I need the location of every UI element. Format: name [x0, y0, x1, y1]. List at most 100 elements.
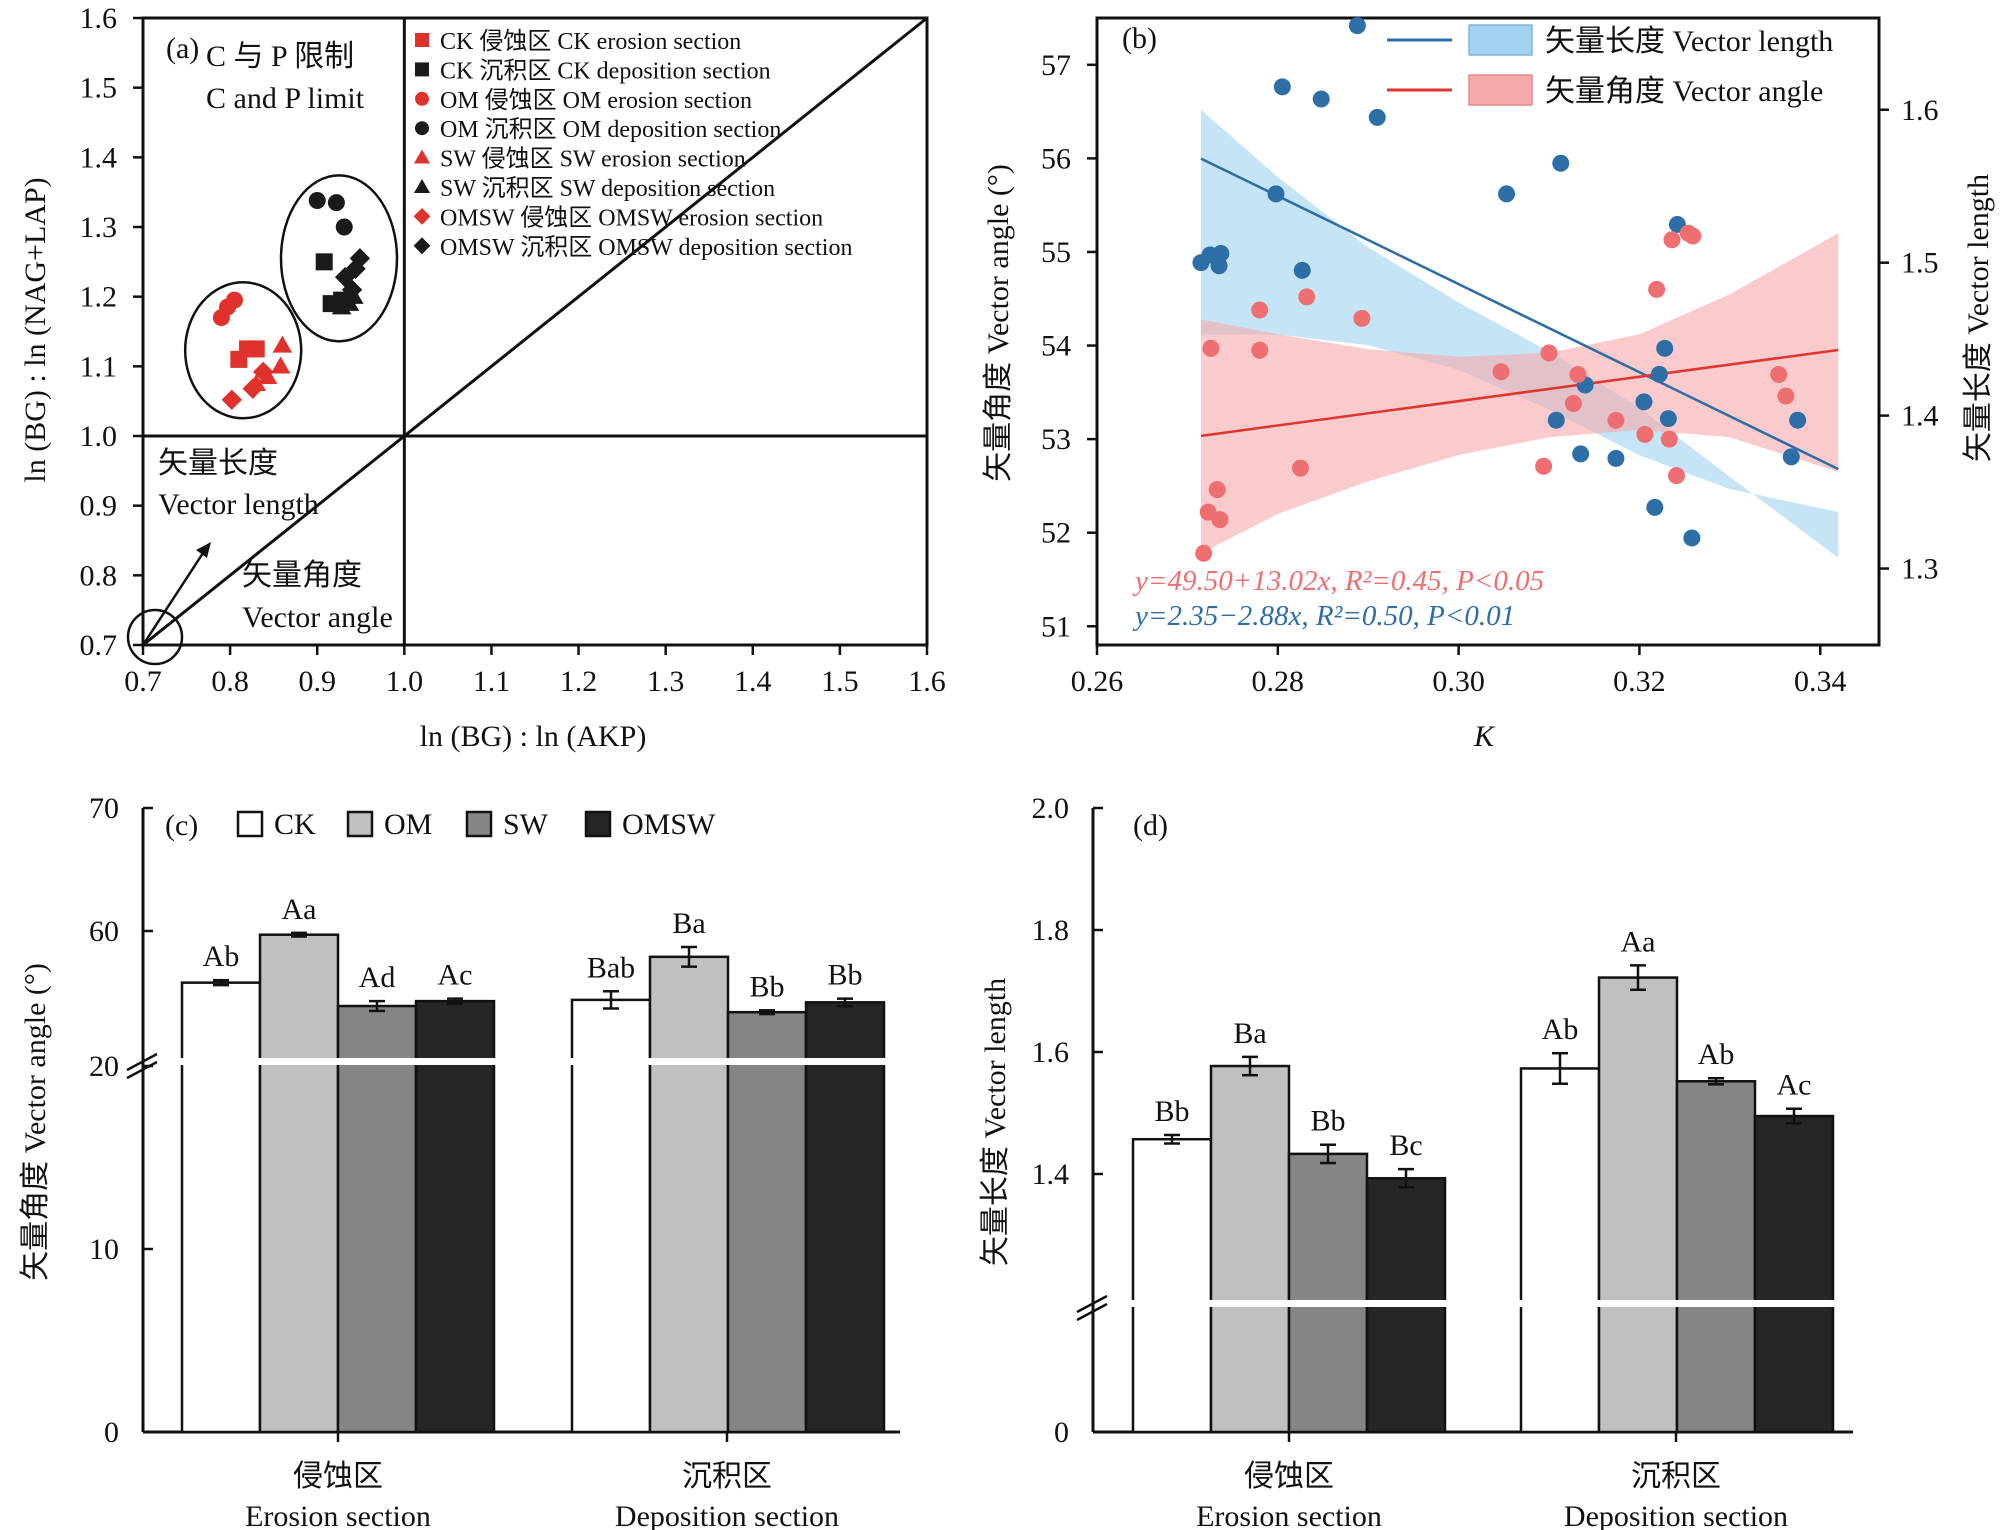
panel-c-significance-label: Bb: [749, 970, 784, 1003]
panel-b-length-point: [1552, 154, 1570, 172]
panel-a-vector-angle-zh: 矢量角度: [242, 559, 362, 592]
panel-b-angle-point: [1648, 280, 1666, 298]
panel-c-significance-label: Aa: [282, 893, 317, 926]
panel-b-angle-fit-line: [1200, 348, 1839, 438]
panel-b-length-point: [1348, 17, 1366, 35]
panel-b-angle-point: [1291, 459, 1309, 477]
panel-d-label: (d): [1133, 809, 1168, 842]
panel-a-y-tick-label: 0.8: [80, 559, 118, 592]
panel-a-vector-length-en: Vector length: [158, 488, 319, 521]
panel-a-x-axis-label: ln (BG) : ln (AKP): [420, 720, 647, 753]
panel-d-bar-sw: [1287, 1152, 1369, 1434]
panel-a-point: [253, 361, 274, 383]
panel-a-y-tick-label: 1.1: [80, 350, 118, 383]
panel-c-y-tick-label: 0: [104, 1416, 119, 1449]
panel-c-significance-label: Ba: [672, 907, 705, 940]
panel-b-length-ci-band: [1200, 109, 1839, 558]
panel-a-x-tick-label: 1.2: [560, 665, 598, 698]
panel-b-length-point: [1683, 529, 1701, 547]
panel-b-length-point: [1312, 90, 1330, 108]
panel-a-legend-marker: [413, 208, 431, 225]
panel-b-x-tick-label: 0.28: [1252, 665, 1305, 698]
panel-b-length-point: [1572, 445, 1590, 463]
panel-d-group-erosion-zh: 侵蚀区: [1244, 1460, 1334, 1493]
panel-b-length-point: [1656, 339, 1674, 357]
panel-a-legend-entry: CK 侵蚀区 CK erosion section: [440, 28, 741, 55]
panel-a-x-tick-label: 1.4: [734, 665, 772, 698]
panel-a-legend-marker: [413, 149, 431, 164]
panel-a-legend-entry: OMSW 侵蚀区 OMSW erosion section: [440, 204, 823, 231]
panel-c-bar-om: [258, 933, 340, 1434]
panel-c-bar-ck: [570, 998, 652, 1434]
panel-a-vector-length-zh: 矢量长度: [158, 447, 278, 480]
panel-a-label: (a): [166, 32, 199, 65]
panel-b-regression-equation: y=2.35−2.88x, R²=0.50, P<0.01: [1132, 600, 1515, 632]
panel-b-x-tick-label: 0.32: [1613, 665, 1666, 698]
panel-a-point: [221, 389, 243, 410]
panel-c-bar-omsw: [414, 999, 496, 1434]
panel-b-left-y-tick-label: 52: [1041, 517, 1071, 550]
panel-b-plot-frame: [1095, 16, 1881, 647]
panel-b-angle-point: [1607, 411, 1625, 429]
panel-a-one-to-one-line: [142, 16, 928, 647]
panel-b-angle-point: [1636, 425, 1654, 443]
panel-a-point: [242, 378, 263, 399]
panel-d-y-tick-label: 1.8: [1032, 914, 1070, 947]
panel-c-bar-om: [648, 955, 730, 1434]
panel-a-x-tick-label: 0.8: [211, 665, 249, 698]
panel-b-length-point: [1659, 410, 1677, 428]
panel-a-legend-entry: SW 侵蚀区 SW erosion section: [440, 146, 746, 173]
panel-d-y-tick-label: 0: [1054, 1416, 1069, 1449]
panel-a-vector-arrow-shaft: [141, 549, 207, 646]
panel-a-y-tick-label: 0.7: [80, 629, 118, 662]
panel-a-y-tick-label: 1.5: [80, 72, 118, 105]
panel-c-legend-swatch: [236, 810, 264, 838]
panel-b-left-y-tick-label: 55: [1041, 236, 1071, 269]
panel-b-angle-point: [1569, 366, 1587, 384]
panel-a-legend-entry: OM 侵蚀区 OM erosion section: [440, 87, 752, 114]
panel-a-y-tick-label: 1.3: [80, 211, 118, 244]
panel-b-y-axis-label-right: 矢量长度 Vector length: [1962, 174, 1995, 462]
panel-b-length-point: [1293, 261, 1311, 279]
panel-c-bar-sw: [726, 1010, 808, 1434]
panel-b-angle-point: [1564, 395, 1582, 413]
panel-b-legend-band-swatch: [1468, 74, 1533, 106]
panel-b-length-point: [1212, 245, 1230, 263]
panel-c-bar-sw: [336, 1004, 418, 1434]
panel-d-significance-label: Ab: [1542, 1013, 1579, 1046]
panel-a-y-tick-label: 1.6: [80, 2, 118, 35]
panel-a-plot-frame: [141, 16, 929, 647]
panel-b-x-tick-label: 0.30: [1432, 665, 1485, 698]
panel-b-left-y-tick-label: 54: [1041, 330, 1071, 363]
panel-d-significance-label: Bb: [1154, 1095, 1189, 1128]
panel-d-bar-omsw: [1753, 1114, 1835, 1434]
panel-b-angle-point: [1770, 366, 1788, 384]
panel-b-angle-point: [1660, 430, 1678, 448]
panel-d-significance-label: Ac: [1777, 1069, 1812, 1102]
panel-a-point: [335, 218, 353, 236]
panel-d-y-tick-label: 2.0: [1032, 792, 1070, 825]
panel-c-significance-label: Ac: [438, 959, 473, 992]
panel-a-vector-arrow-head: [196, 542, 211, 558]
panel-c-significance-label: Ad: [359, 961, 396, 994]
panel-b-length-point: [1547, 411, 1565, 429]
panel-a-point: [315, 253, 333, 271]
panel-a-x-tick-label: 1.5: [821, 665, 859, 698]
panel-b-left-y-tick-label: 53: [1041, 423, 1071, 456]
panel-c-legend-entry: CK: [274, 808, 316, 841]
panel-a-region-text-zh: C 与 P 限制: [206, 40, 354, 73]
panel-a-x-tick-label: 1.1: [473, 665, 511, 698]
panel-b-length-fit-line: [1200, 157, 1839, 471]
panel-a-legend-entry: SW 沉积区 SW deposition section: [440, 175, 775, 202]
panel-b-x-axis-label: K: [1473, 720, 1496, 753]
panel-b-angle-point: [1667, 467, 1685, 485]
panel-d-significance-label: Ba: [1233, 1017, 1266, 1050]
panel-a-y-axis-label: ln (BG) : ln (NAG+LAP): [19, 177, 52, 482]
panel-b-length-point: [1635, 393, 1653, 411]
panel-a-x-tick-label: 1.3: [647, 665, 685, 698]
panel-a-legend-entry: CK 沉积区 CK deposition section: [440, 57, 771, 84]
panel-d-y-tick-label: 1.6: [1032, 1036, 1070, 1069]
panel-a-erosion-ellipse: [183, 281, 303, 420]
panel-b-angle-point: [1298, 288, 1316, 306]
panel-c-axis-break-mark: [126, 1060, 158, 1080]
